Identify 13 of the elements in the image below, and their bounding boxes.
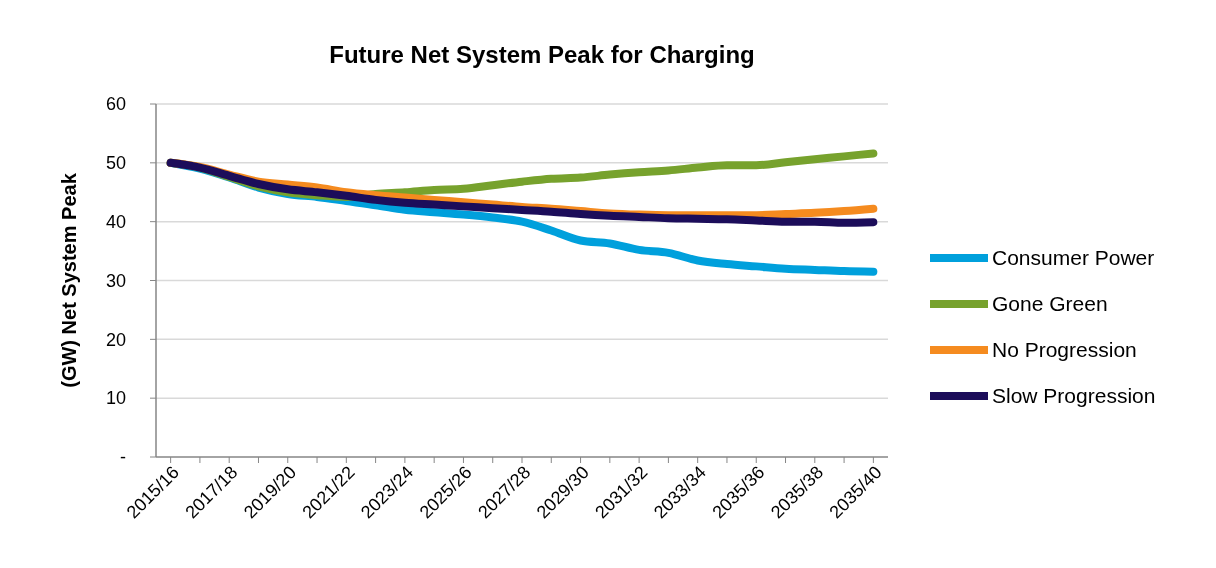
legend-label: Consumer Power (992, 246, 1155, 270)
legend-label: No Progression (992, 338, 1137, 362)
y-tick-label: 50 (105, 153, 126, 174)
y-tick-label: 30 (105, 270, 126, 291)
legend-label: Slow Progression (992, 384, 1156, 408)
y-tick-label: 10 (105, 388, 126, 409)
y-axis-title: (GW) Net System Peak (58, 172, 80, 388)
y-tick-label: 20 (105, 329, 126, 350)
y-tick-label: 60 (105, 94, 126, 115)
y-tick-label: - (120, 447, 126, 468)
y-tick-label: 40 (105, 211, 126, 232)
legend-label: Gone Green (992, 292, 1108, 316)
chart-title: Future Net System Peak for Charging (329, 41, 755, 68)
